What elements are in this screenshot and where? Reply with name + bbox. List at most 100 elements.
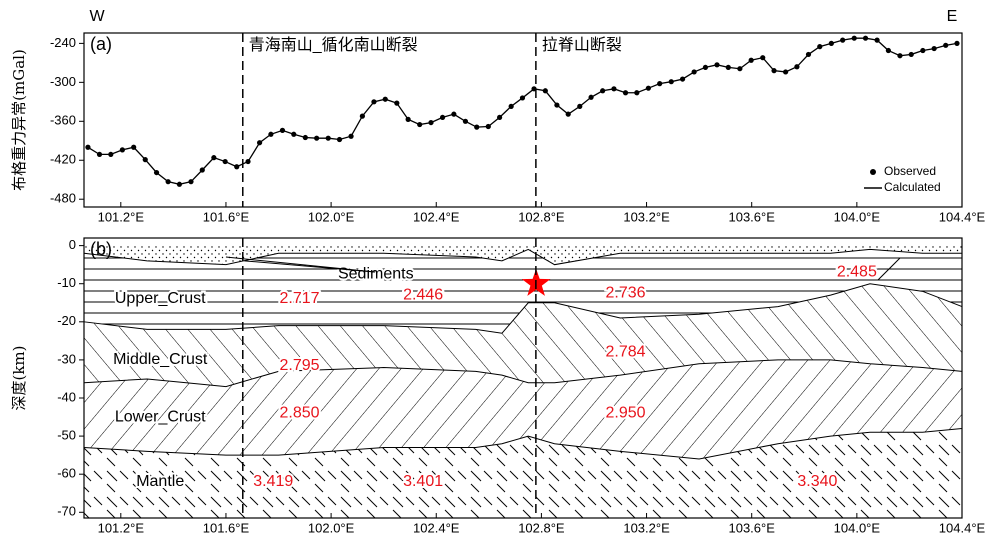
observed-point (874, 38, 879, 43)
x-tick-label: 101.2°E (98, 520, 145, 535)
x-tick-label: 102.4°E (413, 520, 460, 535)
observed-point (863, 36, 868, 41)
layer-name: Upper_Crust (115, 290, 206, 307)
y-tick-label: -20 (57, 313, 76, 328)
observed-point (794, 64, 799, 69)
observed-point (108, 152, 113, 157)
density-label: 2.850 (280, 404, 320, 421)
observed-point (840, 38, 845, 43)
observed-point (97, 152, 102, 157)
observed-point (131, 145, 136, 150)
x-tick-label: 102.4°E (413, 209, 460, 224)
observed-point (120, 147, 125, 152)
y-tick-label: -30 (57, 351, 76, 366)
observed-point (348, 134, 353, 139)
side-label: E (947, 8, 958, 25)
observed-point (463, 119, 468, 124)
fault-label: 青海南山_循化南山断裂 (249, 36, 418, 54)
legend-marker (870, 169, 876, 175)
observed-point (291, 132, 296, 137)
observed-point (211, 155, 216, 160)
side-label: W (89, 8, 105, 25)
observed-point (337, 137, 342, 142)
observed-point (326, 136, 331, 141)
x-tick-label: 103.2°E (623, 520, 670, 535)
observed-point (943, 43, 948, 48)
observed-point (669, 79, 674, 84)
x-tick-label: 101.6°E (203, 209, 250, 224)
density-label: 2.736 (605, 284, 645, 301)
observed-point (852, 36, 857, 41)
layer-name: Middle_Crust (113, 351, 208, 368)
observed-point (714, 62, 719, 67)
y-tick-label: -360 (50, 113, 76, 128)
observed-point (954, 41, 959, 46)
panel-label: (b) (90, 239, 112, 259)
x-tick-label: 104.4°E (939, 209, 986, 224)
observed-point (154, 170, 159, 175)
observed-point (440, 115, 445, 120)
y-tick-label: -480 (50, 191, 76, 206)
observed-point (806, 52, 811, 57)
x-tick-label: 103.2°E (623, 209, 670, 224)
observed-point (600, 88, 605, 93)
y-tick-label: -50 (57, 428, 76, 443)
density-label: 2.485 (837, 264, 877, 281)
observed-point (623, 90, 628, 95)
observed-point (200, 167, 205, 172)
observed-point (646, 86, 651, 91)
observed-point (428, 120, 433, 125)
observed-point (280, 128, 285, 133)
y-tick-label: -60 (57, 466, 76, 481)
figure: Observed Calculated W E 青海南山_循化南山断裂 拉脊山断裂 101.… (0, 0, 1000, 539)
layer-name: Lower_Crust (115, 408, 206, 425)
observed-point (577, 104, 582, 109)
observed-point (897, 53, 902, 58)
x-tick-label: 103.6°E (728, 209, 775, 224)
y-axis-title: 深度(km) (10, 345, 28, 410)
observed-point (143, 157, 148, 162)
observed-point (474, 125, 479, 130)
x-tick-label: 104.4°E (939, 520, 986, 535)
observed-point (692, 69, 697, 74)
density-label: 3.419 (253, 473, 293, 490)
page: Observed Calculated W E 青海南山_循化南山断裂 拉脊山断裂 101.… (0, 0, 1000, 539)
density-label: 3.401 (403, 473, 443, 490)
observed-point (451, 112, 456, 117)
observed-point (257, 140, 262, 145)
observed-point (680, 76, 685, 81)
plot-frame (84, 33, 962, 207)
observed-point (383, 97, 388, 102)
density-label: 2.784 (605, 344, 645, 361)
legend-label: Calculated (884, 180, 941, 194)
x-tick-label: 102.0°E (308, 520, 355, 535)
observed-point (829, 41, 834, 46)
observed-point (497, 115, 502, 120)
observed-point (543, 88, 548, 93)
density-label: 2.446 (403, 286, 443, 303)
observed-point (771, 68, 776, 73)
y-axis-title: 布格重力异常(mGal) (10, 49, 28, 191)
legend-label: Observed (884, 164, 936, 178)
observed-point (634, 90, 639, 95)
observed-point (188, 179, 193, 184)
observed-point (303, 135, 308, 140)
observed-point (554, 102, 559, 107)
x-tick-label: 102.8°E (518, 520, 565, 535)
observed-point (417, 122, 422, 127)
observed-point (909, 52, 914, 57)
observed-point (703, 65, 708, 70)
density-label: 2.795 (280, 357, 320, 374)
observed-point (726, 65, 731, 70)
observed-point (314, 136, 319, 141)
y-tick-label: -10 (57, 275, 76, 290)
observed-point (486, 124, 491, 129)
observed-point (268, 132, 273, 137)
observed-point (737, 66, 742, 71)
layer-name: Sediments (338, 265, 414, 282)
observed-point (783, 69, 788, 74)
observed-point (394, 101, 399, 106)
observed-point (520, 95, 525, 100)
fault-label: 拉脊山断裂 (542, 36, 622, 54)
y-tick-label: -240 (50, 35, 76, 50)
